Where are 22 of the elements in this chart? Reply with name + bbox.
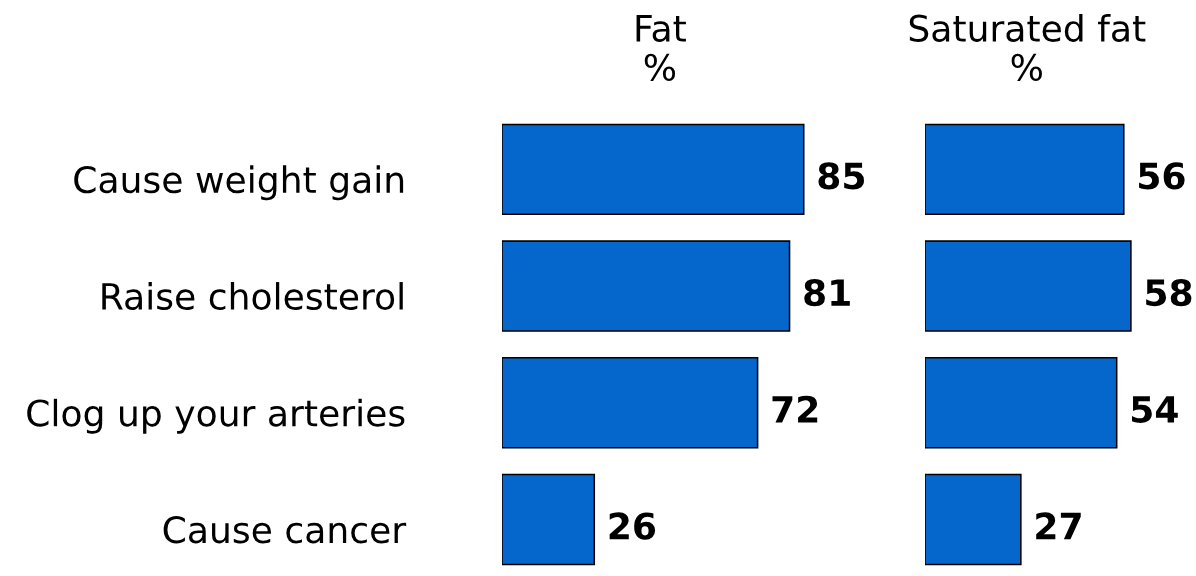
data-label: 56 bbox=[1139, 162, 1185, 190]
chart-title: Saturated fat % bbox=[909, 13, 1146, 81]
bar bbox=[925, 240, 1132, 332]
y-tick-label: Cause cancer bbox=[163, 516, 407, 544]
data-label: 58 bbox=[1146, 278, 1192, 307]
bar bbox=[502, 240, 791, 332]
data-label: 85 bbox=[818, 162, 864, 190]
bar bbox=[925, 357, 1118, 449]
y-tick-label: Clog up your arteries bbox=[27, 398, 405, 434]
y-tick-label: Raise cholesterol bbox=[102, 282, 403, 311]
bar bbox=[502, 473, 596, 566]
bar bbox=[502, 123, 805, 216]
chart-title: Fat % bbox=[636, 15, 686, 81]
y-tick-label: Cause weight gain bbox=[74, 165, 404, 201]
data-label: 26 bbox=[609, 512, 656, 540]
data-label: 54 bbox=[1131, 396, 1178, 423]
bar bbox=[925, 123, 1125, 216]
bar bbox=[502, 357, 759, 449]
data-label: 27 bbox=[1036, 512, 1081, 540]
data-label: 81 bbox=[804, 278, 850, 307]
bar bbox=[925, 473, 1022, 566]
data-label: 72 bbox=[772, 395, 818, 423]
